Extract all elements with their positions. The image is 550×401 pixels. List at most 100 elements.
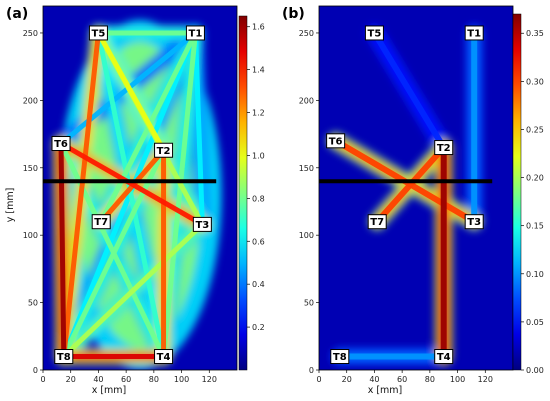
x-tick-label: 40 (369, 375, 379, 384)
transducer-box (367, 214, 387, 230)
panel-label-b: (b) (282, 6, 305, 22)
plot-frame (42, 5, 238, 371)
transducer-T6: T6 (326, 133, 346, 149)
transducer-label: T2 (437, 143, 451, 154)
y-axis-b: 0 50 100 150 200 250 (299, 29, 319, 375)
y-tick-label: 200 (299, 96, 314, 105)
transducer-T4: T4 (154, 349, 174, 365)
y-tick-label: 100 (23, 231, 38, 240)
y-tick-label: 50 (304, 299, 314, 308)
x-tick-label: 80 (149, 375, 159, 384)
x-tick-label: 120 (202, 375, 217, 384)
transducer-T8: T8 (330, 349, 350, 365)
transducer-box (330, 349, 350, 365)
y-tick-label: 0 (309, 366, 314, 375)
transducer-box (88, 25, 108, 41)
transducer-T8: T8 (54, 349, 74, 365)
y-tick-label: 150 (23, 164, 38, 173)
colorbar-tick-label: 0.4 (252, 280, 265, 289)
x-tick-label: 100 (450, 375, 465, 384)
transducer-label: T1 (189, 28, 203, 39)
transducer-label: T4 (157, 352, 171, 363)
transducer-T7: T7 (91, 214, 111, 230)
transducer-box (434, 140, 454, 156)
transducer-T4: T4 (434, 349, 454, 365)
x-tick-label: 0 (316, 375, 321, 384)
transducer-box (192, 216, 212, 232)
transducer-label: T8 (57, 352, 71, 363)
path-T1-T4 (161, 30, 198, 360)
colorbar-a: 0.2 0.4 0.6 0.8 1.0 1.2 1.4 1.6 (238, 15, 265, 371)
x-tick-label: 60 (121, 375, 131, 384)
transducer-label: T5 (92, 28, 106, 39)
colorbar-tick-label: 0.8 (252, 194, 265, 203)
transducer-label: T8 (333, 352, 347, 363)
colorbar-tick-label: 1.6 (252, 23, 265, 32)
transducer-box (464, 25, 484, 41)
colorbar-tick-label: 0.20 (526, 174, 544, 183)
path-T5-T4 (95, 30, 167, 360)
colorbar-tick-label: 1.4 (252, 66, 265, 75)
path-T8-T6 (58, 141, 67, 360)
transducer-box (54, 349, 74, 365)
transducer-T2: T2 (434, 140, 454, 156)
path-T8-T5 (61, 30, 101, 360)
x-tick-label: 60 (397, 375, 407, 384)
heatmap-b: T1 T2 T3 T4 T5 T6 T7 T8 (318, 5, 514, 371)
colorbar-scale (512, 13, 522, 371)
colorbar-tick-label: 0.00 (526, 366, 544, 375)
x-tick-label: 20 (342, 375, 352, 384)
transducer-T3: T3 (464, 214, 484, 230)
colorbar-tick-label: 0.6 (252, 237, 265, 246)
colorbar-tick-label: 0.25 (526, 125, 544, 134)
colorbar-scale (238, 15, 248, 371)
transducer-label: T3 (195, 220, 209, 231)
y-tick-label: 100 (299, 231, 314, 240)
transducer-box (185, 25, 205, 41)
transducer-T1: T1 (185, 25, 205, 41)
transducer-label: T2 (157, 146, 171, 157)
x-axis-b: 0 20 40 60 80 100 120 (316, 370, 493, 384)
path-T6-T3 (58, 141, 205, 227)
x-tick-label: 20 (66, 375, 76, 384)
path-T5-T2 (371, 29, 447, 151)
colorbar-tick-label: 0.2 (252, 323, 265, 332)
transducer-label: T7 (94, 217, 108, 228)
transducer-box (326, 133, 346, 149)
transducer-box (434, 349, 454, 365)
colorbar-tick-label: 0.30 (526, 77, 544, 86)
x-axis-label-b: x [mm] (368, 385, 403, 396)
transducer-box (154, 142, 174, 158)
path-T5-T2 (95, 30, 167, 153)
path-T8-T3 (61, 221, 205, 360)
colorbar-tick-label: 1.2 (252, 109, 265, 118)
transducer-T6: T6 (51, 136, 71, 152)
transducer-box (154, 349, 174, 365)
transducer-box (51, 136, 71, 152)
y-tick-label: 50 (28, 299, 38, 308)
x-tick-label: 0 (40, 375, 45, 384)
colorbar-tick-label: 0.05 (526, 318, 544, 327)
transducer-label: T1 (467, 28, 481, 39)
transducer-T5: T5 (364, 25, 384, 41)
transducer-label: T6 (329, 136, 343, 147)
x-axis-label-a: x [mm] (92, 385, 127, 396)
x-tick-label: 120 (478, 375, 493, 384)
transducer-label: T5 (368, 28, 382, 39)
transducer-label: T4 (437, 352, 451, 363)
y-axis-label-a: y [mm] (5, 188, 16, 223)
transducer-T3: T3 (192, 216, 212, 232)
x-axis-a: 0 20 40 60 80 100 120 (40, 370, 217, 384)
colorbar-tick-label: 1.0 (252, 151, 265, 160)
colorbar-b: 0.00 0.05 0.10 0.15 0.20 0.25 0.30 0.35 (512, 13, 544, 375)
x-tick-label: 100 (174, 375, 189, 384)
y-tick-label: 150 (299, 164, 314, 173)
transducer-label: T3 (467, 217, 481, 228)
colorbar-tick-label: 0.35 (526, 29, 544, 38)
transducer-label: T6 (54, 139, 68, 150)
heatmap-a: T1 T2 T3 T4 T5 T6 T7 T8 (42, 5, 238, 371)
path-T4-T6 (58, 141, 167, 360)
path-T2-T7 (374, 144, 447, 225)
transducer-box (91, 214, 111, 230)
